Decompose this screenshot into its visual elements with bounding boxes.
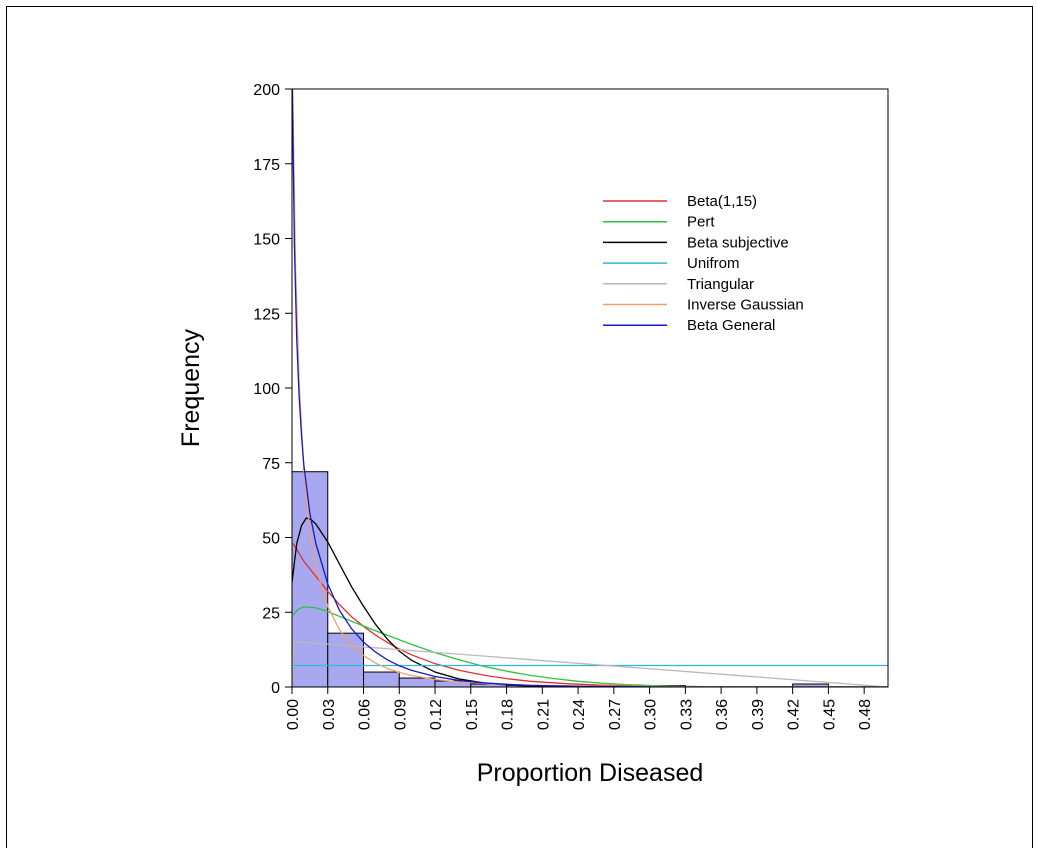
y-tick-label: 75 xyxy=(262,456,280,473)
y-tick-label: 50 xyxy=(262,531,280,548)
x-tick-label: 0.42 xyxy=(786,699,803,730)
x-tick-label: 0.15 xyxy=(464,699,481,730)
x-tick-label: 0.03 xyxy=(321,699,338,730)
legend-label: Inverse Gaussian xyxy=(687,297,804,314)
histogram-chart: 0 25 50 75 100 125 150 175 200 0.00 0.03 0.06 0.09 0… xyxy=(177,82,889,787)
x-tick-label: 0.24 xyxy=(571,699,588,730)
legend-label: Unifrom xyxy=(687,255,740,272)
legend-label: Beta subjective xyxy=(687,234,789,251)
x-tick-label: 0.27 xyxy=(607,699,624,730)
x-tick-label: 0.18 xyxy=(500,699,517,730)
y-tick-label: 0 xyxy=(271,680,280,697)
y-tick-label: 150 xyxy=(253,232,280,249)
series-line-triangular xyxy=(292,640,888,687)
x-tick-label: 0.36 xyxy=(714,699,731,730)
y-axis-title: Frequency xyxy=(177,328,205,447)
series-line-beta-subjective xyxy=(292,517,888,687)
y-tick-label: 100 xyxy=(253,381,280,398)
histogram-bar xyxy=(363,671,400,688)
plot-area-border xyxy=(291,88,889,688)
x-tick-label: 0.09 xyxy=(392,699,409,730)
x-tick-label: 0.06 xyxy=(357,699,374,730)
legend-label: Beta(1,15) xyxy=(687,193,757,210)
legend-label: Pert xyxy=(687,214,715,231)
histogram-bar xyxy=(327,632,365,688)
y-tick-label: 200 xyxy=(253,82,280,99)
histogram-bar xyxy=(398,677,436,688)
histogram-bar xyxy=(291,471,329,688)
x-axis-title: Proportion Diseased xyxy=(477,759,704,787)
legend: Beta(1,15) Pert Beta subjective Unifrom Tria… xyxy=(603,193,804,334)
x-tick-label: 0.33 xyxy=(678,699,695,730)
x-tick-label: 0.39 xyxy=(750,699,767,730)
x-tick-label: 0.48 xyxy=(857,699,874,730)
x-tick-label: 0.30 xyxy=(643,699,660,730)
x-tick-label: 0.12 xyxy=(428,699,445,730)
legend-label: Triangular xyxy=(687,276,754,293)
y-tick-label: 125 xyxy=(253,306,280,323)
y-tick-label: 25 xyxy=(262,605,280,622)
figure-frame: 0 25 50 75 100 125 150 175 200 0.00 0.03 0.06 0.09 0… xyxy=(6,6,1033,848)
series-line-beta-general xyxy=(292,89,888,687)
series-line-inverse-gaussian xyxy=(292,89,888,687)
x-tick-label: 0.21 xyxy=(535,699,552,730)
x-tick-label: 0.00 xyxy=(285,699,302,730)
legend-label: Beta General xyxy=(687,317,775,334)
x-tick-label: 0.45 xyxy=(821,699,838,730)
y-tick-label: 175 xyxy=(253,157,280,174)
